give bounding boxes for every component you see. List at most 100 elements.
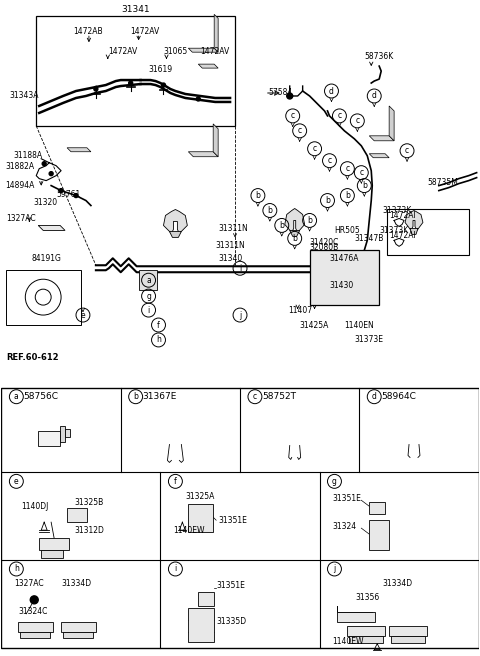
Text: c: c	[291, 112, 295, 121]
Polygon shape	[214, 14, 218, 52]
Text: 31430: 31430	[329, 281, 354, 290]
Text: 31340: 31340	[218, 254, 242, 263]
Text: 59761: 59761	[56, 190, 80, 199]
Text: c: c	[337, 112, 341, 121]
Bar	[348, 626, 385, 636]
Circle shape	[74, 194, 78, 197]
Polygon shape	[188, 48, 218, 52]
Circle shape	[49, 172, 53, 176]
Text: 31373K: 31373K	[382, 206, 411, 215]
Polygon shape	[213, 124, 218, 157]
Text: c: c	[327, 156, 332, 165]
Text: c: c	[345, 164, 349, 173]
Text: 31311N: 31311N	[218, 224, 248, 233]
Text: d: d	[372, 392, 377, 401]
Text: 31619: 31619	[149, 64, 173, 73]
Text: 1472AV: 1472AV	[108, 47, 137, 56]
Text: b: b	[255, 191, 260, 200]
Text: 31065: 31065	[164, 47, 188, 56]
Text: f: f	[157, 321, 160, 329]
Text: i: i	[239, 264, 241, 273]
Text: 1140DJ: 1140DJ	[21, 502, 48, 511]
Bar	[369, 502, 385, 514]
Text: g: g	[332, 477, 337, 486]
Polygon shape	[285, 209, 305, 232]
Text: 1140EW: 1140EW	[333, 637, 364, 646]
Text: 58752T: 58752T	[262, 392, 296, 401]
Text: REF.60-612: REF.60-612	[6, 354, 59, 362]
Text: 1140EW: 1140EW	[173, 525, 205, 535]
Polygon shape	[290, 230, 300, 236]
Text: 58735M: 58735M	[427, 178, 458, 187]
Text: 31425A: 31425A	[300, 321, 329, 329]
Text: j: j	[333, 564, 336, 573]
Circle shape	[30, 596, 38, 604]
Text: 14894A: 14894A	[5, 181, 35, 190]
Text: 1472AB: 1472AB	[73, 27, 103, 36]
Text: b: b	[292, 234, 297, 243]
Bar	[389, 626, 427, 636]
Circle shape	[129, 81, 132, 85]
Text: 31356: 31356	[355, 594, 380, 602]
Text: 31324: 31324	[333, 522, 357, 531]
Text: j: j	[239, 310, 241, 319]
Bar	[139, 270, 156, 290]
Text: 31347B: 31347B	[354, 234, 384, 243]
Bar	[18, 622, 53, 632]
Text: 31188A: 31188A	[13, 152, 43, 160]
Text: c: c	[355, 116, 360, 125]
Bar	[39, 538, 69, 550]
Text: 31343A: 31343A	[10, 91, 39, 100]
Polygon shape	[164, 209, 187, 234]
Text: 1327AC: 1327AC	[6, 214, 36, 223]
Text: 58756C: 58756C	[24, 392, 58, 401]
Text: 31351E: 31351E	[333, 494, 361, 502]
Bar	[63, 632, 93, 638]
Text: 1327AC: 1327AC	[14, 579, 44, 588]
Text: c: c	[359, 168, 363, 177]
Text: 31324C: 31324C	[18, 607, 48, 616]
Text: HR505: HR505	[335, 226, 360, 235]
Text: 31325B: 31325B	[74, 498, 103, 506]
Polygon shape	[169, 232, 181, 237]
Text: d: d	[329, 87, 334, 96]
Bar	[67, 508, 87, 522]
Text: 1472AV: 1472AV	[131, 27, 160, 36]
Polygon shape	[410, 228, 418, 234]
Text: c: c	[405, 146, 409, 155]
Circle shape	[196, 97, 200, 101]
Text: 31334D: 31334D	[61, 579, 91, 588]
Bar	[188, 608, 214, 642]
Text: i: i	[174, 564, 177, 573]
Text: h: h	[156, 335, 161, 344]
Text: b: b	[325, 196, 330, 205]
Circle shape	[42, 162, 46, 166]
Text: b: b	[307, 216, 312, 225]
Text: c: c	[298, 127, 302, 135]
Text: 31311N: 31311N	[215, 241, 245, 250]
Text: b: b	[267, 206, 272, 215]
Bar	[65, 428, 70, 436]
Text: 58964C: 58964C	[381, 392, 416, 401]
Text: 84191G: 84191G	[31, 254, 61, 263]
Text: 11407: 11407	[288, 306, 312, 315]
Polygon shape	[369, 136, 394, 141]
Text: 31320: 31320	[33, 198, 58, 207]
Text: e: e	[14, 477, 19, 486]
Text: g: g	[146, 292, 151, 300]
Text: a: a	[146, 276, 151, 285]
Text: f: f	[174, 477, 177, 486]
Text: 31351E: 31351E	[218, 516, 247, 525]
Polygon shape	[38, 226, 65, 230]
Bar	[369, 520, 389, 550]
Text: 31335D: 31335D	[216, 617, 246, 626]
Text: 31476A: 31476A	[329, 254, 359, 263]
Circle shape	[59, 188, 63, 193]
Text: h: h	[14, 564, 19, 573]
Polygon shape	[188, 152, 218, 157]
Bar	[61, 622, 96, 632]
Bar	[391, 636, 425, 643]
Bar	[198, 592, 214, 606]
Polygon shape	[198, 64, 218, 68]
Text: a: a	[14, 392, 19, 401]
